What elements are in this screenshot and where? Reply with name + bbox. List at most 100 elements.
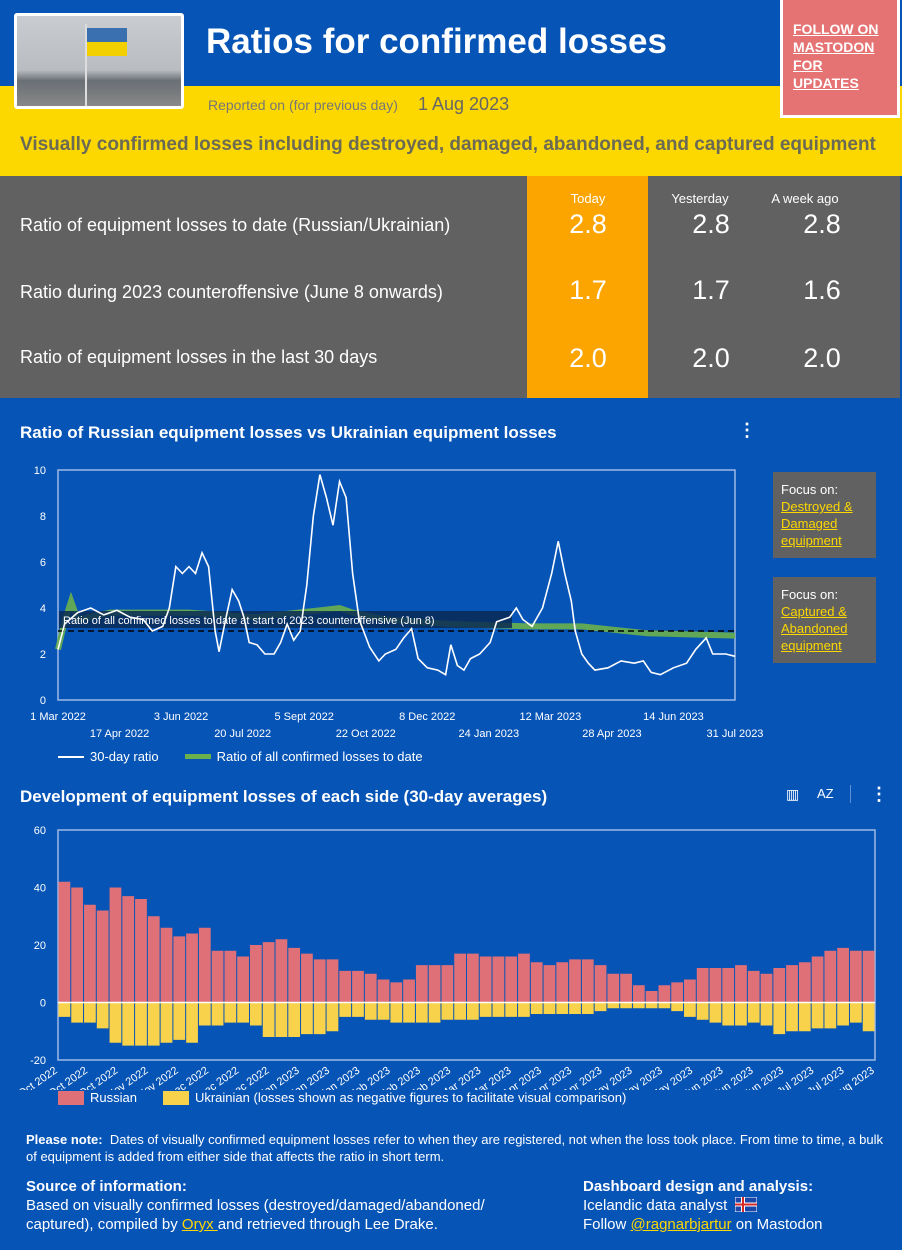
bar-ukrainian	[505, 1002, 518, 1017]
bar-ukrainian	[249, 1002, 262, 1026]
bar-russian	[543, 965, 556, 1003]
bar-russian	[786, 965, 798, 1003]
bar-ukrainian	[262, 1002, 275, 1037]
bar-ukrainian	[684, 1002, 696, 1017]
bar-russian	[339, 970, 352, 1003]
bar-russian	[709, 968, 722, 1003]
bar-russian	[237, 956, 249, 1003]
y-tick-label: 4	[40, 603, 46, 615]
focus-captured-box: Focus on: Captured & Abandoned equipment	[773, 577, 876, 663]
bar-russian	[773, 968, 786, 1003]
chart2-menu-icon[interactable]: ⋮	[870, 784, 888, 804]
bar-ukrainian	[837, 1002, 849, 1026]
bar-ukrainian	[658, 1002, 671, 1009]
annotation-label: Ratio of all confirmed losses to date at…	[63, 615, 435, 627]
bar-russian	[211, 950, 224, 1003]
col-week-ago: A week ago	[771, 191, 839, 206]
bar-ukrainian	[632, 1002, 645, 1009]
bar-ukrainian	[275, 1002, 288, 1037]
bar-russian	[326, 959, 339, 1003]
bar-russian	[109, 887, 122, 1003]
follow-text-end: on Mastodon	[731, 1216, 823, 1233]
focus-label: Focus on:	[781, 587, 839, 602]
legend-russian: Russian	[90, 1090, 137, 1105]
legend-swatch-30day	[58, 755, 84, 758]
bar-ukrainian	[109, 1002, 122, 1043]
x-tick-label: 24 Jan 2023	[459, 728, 520, 740]
x-tick-label: 12 Mar 2023	[519, 711, 581, 723]
focus-captured-link[interactable]: Captured & Abandoned equipment	[781, 604, 848, 653]
bar-ukrainian	[237, 1002, 249, 1023]
x-tick-label: 28 Apr 2023	[582, 728, 641, 740]
toolbar-divider	[850, 785, 851, 803]
bar-ukrainian	[135, 1002, 147, 1046]
chart1-menu-icon[interactable]: ⋮	[738, 420, 756, 440]
mastodon-handle-link[interactable]: @ragnarbjartur	[630, 1216, 732, 1233]
row-label: Ratio during 2023 counteroffensive (June…	[20, 282, 443, 302]
bar-ukrainian	[735, 1002, 747, 1026]
value-week-ago: 2.8	[803, 209, 841, 239]
x-tick-label: 22 Oct 2022	[336, 728, 396, 740]
bar-russian	[594, 965, 607, 1003]
bar-russian	[479, 956, 492, 1003]
focus-destroyed-link[interactable]: Destroyed & Damaged equipment	[781, 499, 853, 548]
bar-ukrainian	[352, 1002, 364, 1017]
x-tick-label: 1 Mar 2022	[30, 711, 86, 723]
x-tick-label: 31 Jul 2023	[707, 728, 764, 740]
bar-ukrainian	[198, 1002, 211, 1026]
bar-russian	[722, 968, 735, 1003]
value-yesterday: 2.0	[692, 343, 730, 373]
bar-russian	[607, 973, 620, 1003]
bar-ukrainian	[594, 1002, 607, 1012]
design-title: Dashboard design and analysis:	[583, 1178, 814, 1195]
follow-text: Follow	[583, 1216, 631, 1233]
bar-russian	[84, 904, 96, 1003]
bar-russian	[620, 973, 632, 1003]
bar-russian	[377, 979, 390, 1003]
bar-ukrainian	[326, 1002, 339, 1032]
x-tick-label: 20 Jul 2022	[214, 728, 271, 740]
bar-ukrainian	[415, 1002, 428, 1023]
bar-russian	[173, 936, 186, 1003]
bar-ukrainian	[645, 1002, 658, 1009]
bar-russian	[71, 887, 84, 1003]
bar-russian	[364, 973, 377, 1003]
oryx-link[interactable]: Oryx	[181, 1216, 218, 1233]
iceland-flag-icon	[734, 1196, 758, 1213]
chart-insights-icon[interactable]: ▥	[786, 786, 800, 802]
bar-russian	[275, 939, 288, 1003]
bar-ukrainian	[811, 1002, 824, 1029]
series-30day-line	[57, 474, 736, 676]
bar-ukrainian	[313, 1002, 326, 1035]
bar-ukrainian	[96, 1002, 109, 1029]
note: Please note: Dates of visually confirmed…	[26, 1131, 886, 1165]
sort-az-icon[interactable]: AZ	[817, 786, 834, 801]
legend-swatch-cumulative	[184, 754, 211, 759]
bar-russian	[569, 959, 581, 1003]
bar-russian	[518, 953, 530, 1003]
bar-ukrainian	[862, 1002, 875, 1032]
bar-ukrainian	[479, 1002, 492, 1017]
bar-ukrainian	[441, 1002, 454, 1020]
bar-ukrainian	[543, 1002, 556, 1014]
follow-mastodon-button[interactable]: FOLLOW ON MASTODON FOR UPDATES	[780, 0, 900, 118]
bar-russian	[581, 959, 594, 1003]
bar-russian	[684, 979, 696, 1003]
bar-ukrainian	[339, 1002, 352, 1017]
bar-russian	[198, 927, 211, 1003]
source-text: Based on visually confirmed losses (dest…	[26, 1197, 485, 1233]
bar-russian	[122, 896, 135, 1003]
bar-russian	[186, 933, 198, 1003]
focus-destroyed-box: Focus on: Destroyed & Damaged equipment	[773, 472, 876, 558]
bar-russian	[671, 982, 684, 1003]
value-yesterday: 2.8	[692, 209, 730, 239]
ukraine-flag-photo	[14, 13, 184, 109]
bar-russian	[415, 965, 428, 1003]
x-tick-label: 17 Apr 2022	[90, 728, 149, 740]
bar-russian	[811, 956, 824, 1003]
source-text-end: and retrieved through Lee Drake.	[217, 1216, 438, 1233]
bar-russian	[249, 945, 262, 1003]
bar-ukrainian	[364, 1002, 377, 1020]
bar-russian	[645, 991, 658, 1003]
chart2-legend: Russian Ukrainian (losses shown as negat…	[58, 1090, 626, 1105]
